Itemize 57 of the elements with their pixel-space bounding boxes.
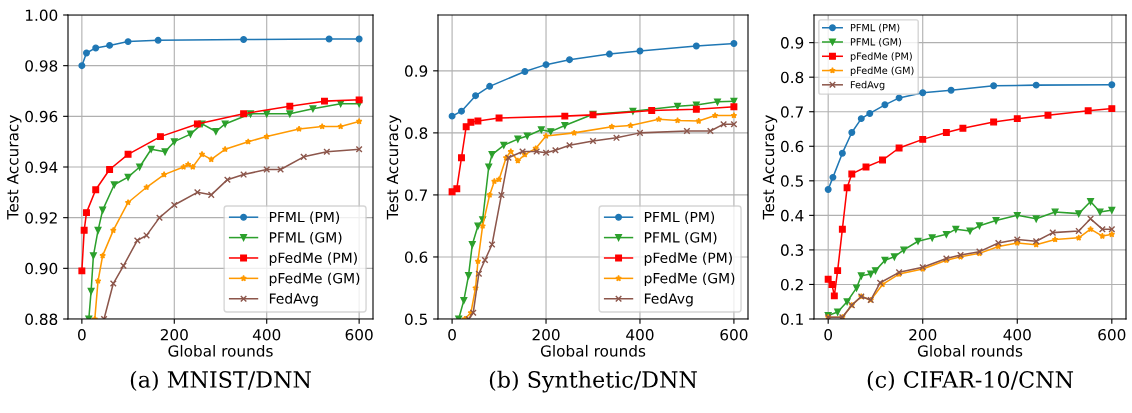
x-tick-label: 600: [720, 328, 748, 341]
y-tick-label: 0.92: [25, 212, 57, 224]
x-tick-label: 200: [160, 328, 188, 341]
y-tick-label: 0.4: [780, 209, 804, 222]
legend-label: pFedMe (GM): [269, 272, 360, 287]
x-tick-label: 200: [532, 328, 560, 341]
text: (a) MNIST/DNN: [130, 370, 311, 392]
y-tick-label: 0.9: [780, 37, 804, 49]
y-tick-label: 0.7: [780, 106, 803, 118]
legend-label: pFedMe (GM): [850, 66, 914, 76]
legend-label: PFML (GM): [644, 231, 717, 245]
x-tick-label: 0: [448, 328, 456, 341]
y-tick-label: 1.00: [25, 9, 58, 22]
legend-label: FedAvg: [644, 293, 693, 307]
x-tick-label: 600: [1098, 328, 1126, 341]
y-tick-label: 0.96: [25, 110, 58, 123]
legend-label: PFML (GM): [269, 231, 342, 245]
y-tick-label: 0.8: [780, 71, 804, 84]
legend-label: PFML (PM): [644, 211, 715, 224]
y-tick-label: 0.1: [780, 313, 803, 326]
x-tick-label: 0: [824, 328, 833, 341]
x-tick-label: 400: [252, 328, 281, 341]
y-tick-label: 0.2: [780, 278, 803, 291]
text: (b) Synthetic/DNN: [489, 370, 697, 393]
y-tick-label: 0.9: [404, 65, 428, 77]
y-tick-label: 0.88: [25, 313, 58, 326]
legend-label: FedAvg: [850, 80, 885, 91]
legend-label: PFML (PM): [850, 23, 900, 33]
x-tick-label: 400: [626, 328, 654, 341]
legend-label: pFedMe (PM): [269, 252, 357, 266]
legend-label: pFedMe (PM): [850, 52, 912, 62]
x-axis-title: Global rounds: [168, 344, 273, 357]
y-axis-title: Test Accuracy: [762, 115, 778, 220]
legend-label: pFedMe (GM): [644, 272, 735, 287]
y-axis-title: Test Accuracy: [7, 115, 22, 220]
x-axis-title: Global rounds: [540, 344, 646, 357]
legend-label: PFML (PM): [269, 211, 340, 224]
text: (c) CIFAR-10/CNN: [867, 370, 1074, 392]
x-tick-label: 400: [1003, 328, 1031, 341]
legend-label: PFML (GM): [850, 38, 901, 47]
y-tick-label: 0.3: [780, 244, 804, 256]
x-tick-label: 200: [909, 328, 937, 341]
y-tick-label: 0.7: [404, 189, 427, 201]
x-axis-title: Global rounds: [917, 344, 1023, 357]
y-tick-label: 0.6: [780, 140, 804, 153]
x-tick-label: 600: [345, 328, 373, 341]
legend-label: pFedMe (PM): [644, 252, 732, 266]
y-axis-title: Test Accuracy: [386, 115, 402, 220]
y-tick-label: 0.6: [404, 251, 428, 263]
y-tick-label: 0.98: [25, 60, 58, 72]
y-tick-label: 0.5: [404, 313, 427, 326]
legend-label: FedAvg: [269, 293, 318, 307]
x-tick-label: 0: [78, 328, 86, 341]
y-tick-label: 0.90: [25, 262, 58, 275]
y-tick-label: 0.8: [404, 127, 428, 139]
y-tick-label: 0.5: [780, 175, 803, 187]
y-tick-label: 0.94: [25, 161, 58, 174]
